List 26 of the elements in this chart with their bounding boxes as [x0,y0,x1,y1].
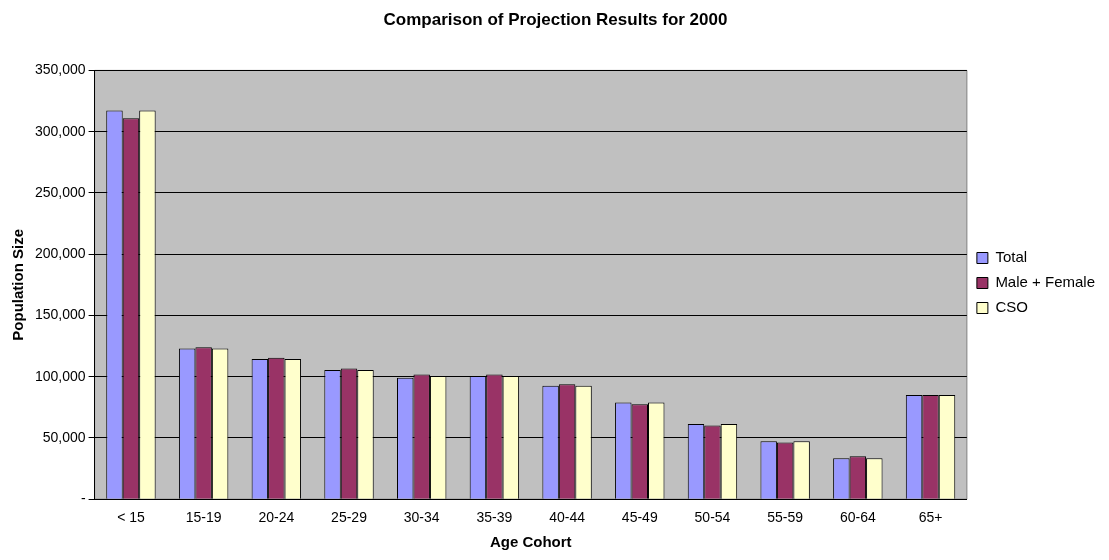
y-axis-title: Population Size [9,228,27,341]
x-tick-label: 40-44 [549,509,586,526]
x-tick-label: 35-39 [476,509,513,526]
y-tick-label: 200,000 [35,245,86,262]
y-tick-label: 250,000 [35,183,86,200]
y-tick-label: 50,000 [42,428,86,445]
x-tick-label: 65+ [918,509,943,526]
x-tick-label: 15-19 [185,509,222,526]
legend-label: Male + Female [995,273,1095,291]
y-tick-label: 350,000 [35,61,86,78]
x-tick-label: 30-34 [403,509,440,526]
x-tick-label: 20-24 [258,509,295,526]
chart-title: Comparison of Projection Results for 2000 [383,9,728,29]
y-tick-label: 100,000 [35,367,86,384]
legend-label: CSO [995,298,1028,316]
y-tick-label: 300,000 [35,122,86,139]
y-tick-label: - [80,490,86,507]
x-tick-label: 60-64 [839,509,876,526]
x-tick-label: < 15 [117,509,145,526]
x-tick-label: 55-59 [767,509,804,526]
legend-label: Total [995,248,1028,266]
x-tick-label: 25-29 [331,509,368,526]
x-tick-label: 50-54 [694,509,731,526]
x-tick-label: 45-49 [621,509,658,526]
y-tick-label: 150,000 [35,306,86,323]
x-axis-title: Age Cohort [489,533,572,551]
